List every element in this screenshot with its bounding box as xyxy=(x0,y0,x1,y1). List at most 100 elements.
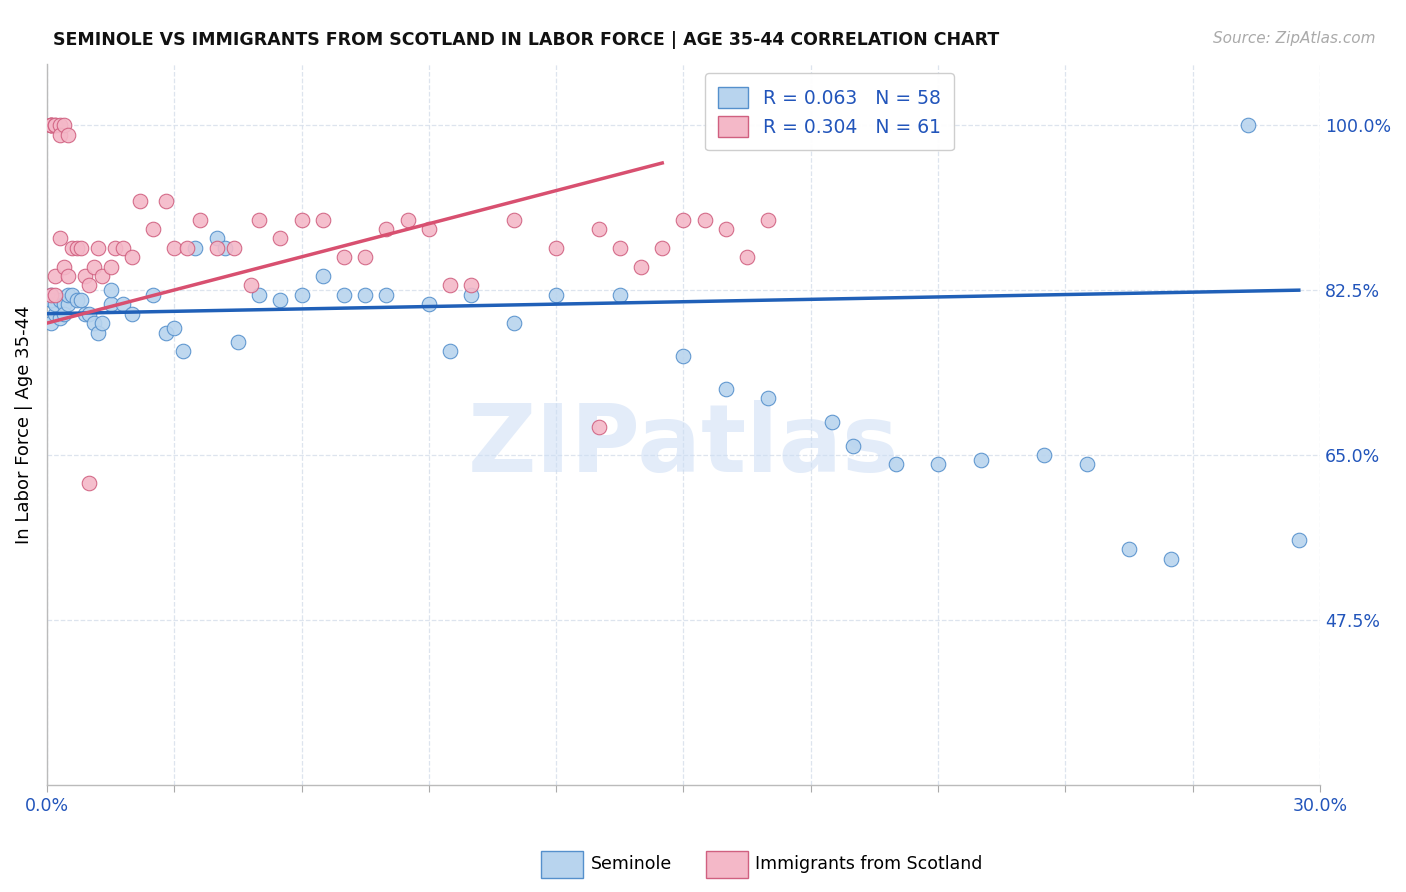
Point xyxy=(48,231,70,245)
Point xyxy=(155,194,177,208)
Point xyxy=(884,458,907,472)
Point xyxy=(672,349,695,363)
Point xyxy=(112,241,135,255)
Point xyxy=(312,212,335,227)
Point xyxy=(735,250,758,264)
Point xyxy=(44,268,66,283)
Point xyxy=(163,241,186,255)
Point xyxy=(56,288,79,302)
Point xyxy=(87,241,110,255)
Point xyxy=(79,476,101,491)
Point xyxy=(52,307,75,321)
Point xyxy=(39,316,62,330)
Point xyxy=(693,212,716,227)
Point xyxy=(48,311,70,326)
Point xyxy=(1160,551,1182,566)
Point xyxy=(609,288,631,302)
Point xyxy=(52,297,75,311)
Point xyxy=(44,297,66,311)
Point xyxy=(354,250,377,264)
Point xyxy=(56,297,79,311)
Point xyxy=(75,307,97,321)
Point xyxy=(239,278,262,293)
Point xyxy=(69,241,91,255)
Point xyxy=(39,118,62,132)
Point xyxy=(312,268,335,283)
Point xyxy=(756,392,779,406)
Text: SEMINOLE VS IMMIGRANTS FROM SCOTLAND IN LABOR FORCE | AGE 35-44 CORRELATION CHAR: SEMINOLE VS IMMIGRANTS FROM SCOTLAND IN … xyxy=(53,31,1000,49)
Point xyxy=(222,241,245,255)
Y-axis label: In Labor Force | Age 35-44: In Labor Force | Age 35-44 xyxy=(15,305,32,544)
Point xyxy=(247,212,270,227)
Point xyxy=(269,231,291,245)
Point xyxy=(91,316,114,330)
Point xyxy=(39,118,62,132)
Point xyxy=(290,288,312,302)
Point xyxy=(375,288,398,302)
Point xyxy=(56,128,79,142)
Point xyxy=(39,293,62,307)
Point xyxy=(75,268,97,283)
Point xyxy=(1237,118,1260,132)
Point xyxy=(142,222,165,236)
Text: ZIPatlas: ZIPatlas xyxy=(468,400,900,492)
Point xyxy=(502,316,524,330)
Point xyxy=(79,278,101,293)
Point xyxy=(214,241,236,255)
Point xyxy=(502,212,524,227)
Point xyxy=(269,293,291,307)
Point xyxy=(184,241,207,255)
Point xyxy=(290,212,312,227)
Point xyxy=(39,288,62,302)
Point xyxy=(460,278,482,293)
Point xyxy=(44,118,66,132)
Point xyxy=(756,212,779,227)
Point xyxy=(609,241,631,255)
Point xyxy=(247,288,270,302)
Point xyxy=(52,260,75,274)
Point xyxy=(396,212,419,227)
Point xyxy=(226,334,249,349)
Legend: R = 0.063   N = 58, R = 0.304   N = 61: R = 0.063 N = 58, R = 0.304 N = 61 xyxy=(704,73,955,151)
Point xyxy=(439,278,461,293)
Point xyxy=(205,241,228,255)
Point xyxy=(112,297,135,311)
Point xyxy=(418,297,440,311)
Point xyxy=(651,241,673,255)
Point xyxy=(87,326,110,340)
Point xyxy=(83,260,105,274)
Point xyxy=(354,288,377,302)
Point xyxy=(44,118,66,132)
Point xyxy=(39,118,62,132)
Point xyxy=(91,268,114,283)
Point xyxy=(1076,458,1098,472)
Point xyxy=(588,222,610,236)
Point xyxy=(121,307,143,321)
Point xyxy=(1033,448,1056,462)
Point xyxy=(588,419,610,434)
Text: Source: ZipAtlas.com: Source: ZipAtlas.com xyxy=(1212,31,1375,46)
Text: Immigrants from Scotland: Immigrants from Scotland xyxy=(755,855,983,873)
Point xyxy=(121,250,143,264)
Point xyxy=(65,241,87,255)
Text: Seminole: Seminole xyxy=(591,855,672,873)
Point xyxy=(69,293,91,307)
Point xyxy=(1288,533,1310,547)
Point xyxy=(60,288,83,302)
Point xyxy=(129,194,152,208)
Point xyxy=(546,241,568,255)
Point xyxy=(39,118,62,132)
Point xyxy=(546,288,568,302)
Point xyxy=(630,260,652,274)
Point xyxy=(460,288,482,302)
Point xyxy=(48,128,70,142)
Point xyxy=(104,241,127,255)
Point xyxy=(163,321,186,335)
Point xyxy=(821,415,844,429)
Point xyxy=(100,260,122,274)
Point xyxy=(60,241,83,255)
Point xyxy=(100,297,122,311)
Point xyxy=(155,326,177,340)
Point xyxy=(48,118,70,132)
Point xyxy=(333,288,356,302)
